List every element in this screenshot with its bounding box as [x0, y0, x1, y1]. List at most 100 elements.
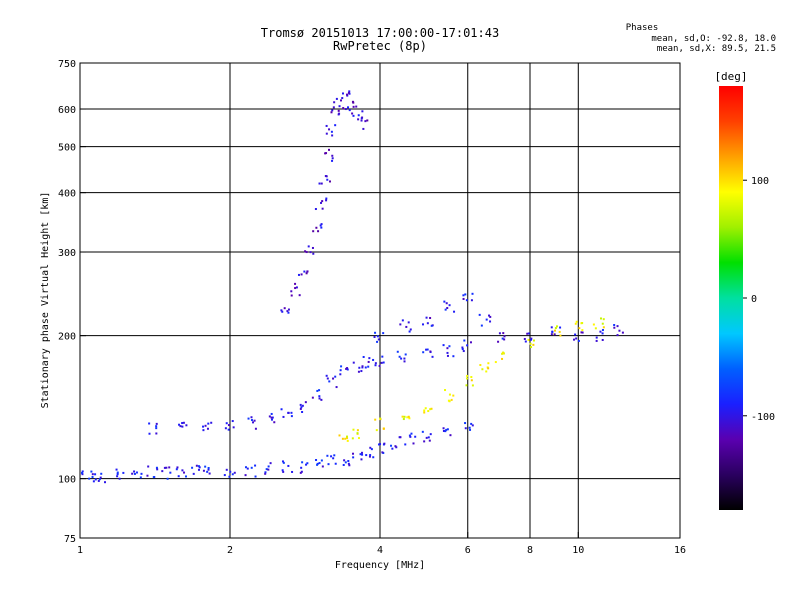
data-point	[208, 472, 211, 475]
data-point	[116, 473, 119, 476]
data-point	[398, 355, 401, 358]
data-point	[381, 355, 384, 358]
data-point	[316, 389, 319, 392]
data-point	[580, 331, 583, 334]
data-point	[334, 124, 337, 127]
data-point	[403, 415, 406, 418]
data-point	[320, 182, 323, 185]
data-point	[401, 415, 404, 418]
data-point	[161, 470, 164, 473]
data-point	[338, 112, 341, 115]
data-point	[395, 446, 398, 449]
data-point	[270, 412, 273, 415]
data-point	[374, 418, 377, 421]
data-point	[346, 93, 349, 96]
data-point	[365, 454, 368, 457]
data-point	[332, 457, 335, 460]
data-point	[333, 101, 336, 104]
data-point	[357, 437, 360, 440]
data-point	[368, 357, 371, 360]
scatter-points	[80, 90, 624, 484]
data-point	[408, 434, 411, 437]
data-point	[282, 415, 285, 418]
data-point	[523, 337, 526, 340]
data-point	[294, 282, 297, 285]
data-point	[306, 462, 309, 465]
data-point	[599, 317, 602, 320]
data-point	[287, 308, 290, 311]
data-point	[396, 350, 399, 353]
data-point	[115, 468, 118, 471]
data-point	[575, 337, 578, 340]
data-point	[318, 389, 321, 392]
data-point	[551, 330, 554, 333]
data-point	[357, 118, 360, 121]
data-point	[332, 377, 335, 380]
data-point	[377, 443, 380, 446]
data-point	[408, 417, 411, 420]
data-point	[464, 427, 467, 430]
data-point	[373, 335, 376, 338]
data-point	[195, 464, 198, 467]
data-point	[94, 478, 97, 481]
data-point	[462, 294, 465, 297]
colorbar-gradient	[719, 86, 743, 510]
data-point	[462, 297, 465, 300]
data-point	[494, 361, 497, 364]
data-point	[404, 443, 407, 446]
data-point	[372, 456, 375, 459]
data-point	[303, 270, 306, 273]
data-point	[139, 476, 142, 479]
data-point	[133, 472, 136, 475]
data-point	[304, 250, 307, 253]
data-point	[446, 354, 449, 357]
data-point	[601, 329, 604, 332]
data-point	[414, 435, 417, 438]
y-tick-label: 750	[58, 59, 76, 70]
data-point	[613, 324, 616, 327]
data-point	[181, 469, 184, 472]
data-point	[382, 332, 385, 335]
data-point	[327, 148, 330, 151]
gridlines	[80, 63, 680, 538]
data-point	[301, 410, 304, 413]
x-tick-label: 6	[465, 545, 471, 556]
data-point	[426, 348, 429, 351]
data-point	[376, 340, 379, 343]
data-point	[202, 469, 205, 472]
data-point	[357, 114, 360, 117]
axes: 1 2 4 6 8 10 16 75 100 200 300 400 500 600 750	[58, 59, 686, 556]
data-point	[305, 463, 308, 466]
data-point	[427, 410, 430, 413]
data-point	[300, 406, 303, 409]
data-point	[265, 468, 268, 471]
data-point	[480, 324, 483, 327]
data-point	[225, 468, 228, 471]
data-point	[423, 411, 426, 414]
data-point	[306, 270, 309, 273]
data-point	[227, 424, 230, 427]
data-point	[140, 472, 143, 475]
colorbar: [deg] -100 0 100	[714, 70, 775, 510]
data-point	[183, 471, 186, 474]
y-axis-label: Stationary phase Virtual Height [km]	[40, 192, 51, 409]
data-point	[621, 331, 624, 334]
data-point	[446, 351, 449, 354]
y-tick-label: 500	[58, 143, 76, 154]
data-point	[148, 422, 151, 425]
data-point	[197, 465, 200, 468]
data-point	[574, 322, 577, 325]
data-point	[152, 476, 155, 479]
data-point	[429, 316, 432, 319]
data-point	[339, 369, 342, 372]
data-point	[228, 475, 231, 478]
data-point	[295, 286, 298, 289]
data-point	[351, 100, 354, 103]
data-point	[526, 332, 529, 335]
data-point	[366, 119, 369, 122]
data-point	[425, 436, 428, 439]
data-point	[94, 473, 97, 476]
data-point	[191, 466, 194, 469]
data-point	[481, 368, 484, 371]
data-point	[550, 333, 553, 336]
